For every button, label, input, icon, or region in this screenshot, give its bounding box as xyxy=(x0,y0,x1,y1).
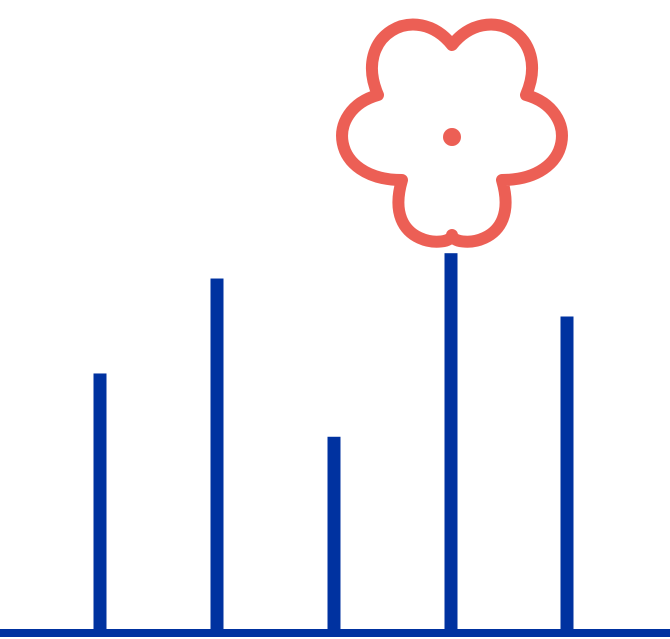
stem-5 xyxy=(560,316,574,633)
flower-center xyxy=(443,128,461,146)
flower-icon xyxy=(336,18,568,248)
stem-1 xyxy=(93,373,107,633)
stem-2 xyxy=(210,278,224,633)
stem-4 xyxy=(444,253,458,633)
stem-3 xyxy=(327,436,341,633)
stems-group xyxy=(93,253,574,633)
